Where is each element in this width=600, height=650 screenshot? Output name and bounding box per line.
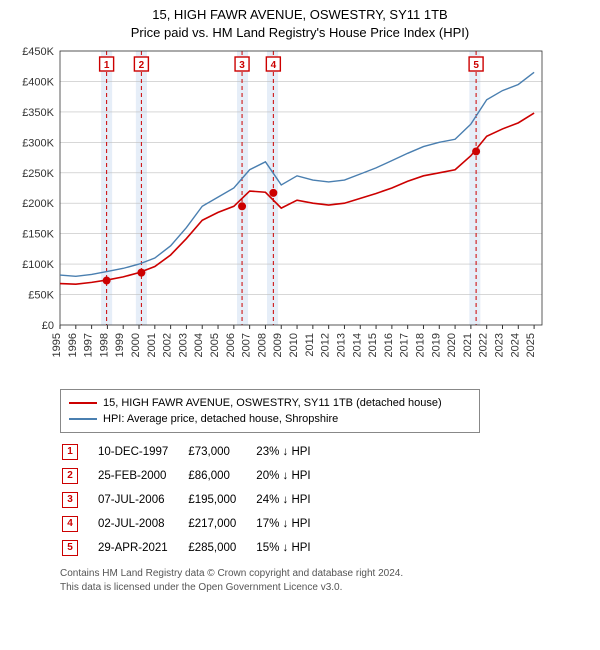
x-tick-label: 2013 xyxy=(335,333,347,357)
table-row: 2 25-FEB-2000£86,00020% ↓ HPI xyxy=(62,465,329,487)
sale-band xyxy=(469,51,480,325)
sale-dot xyxy=(269,189,277,197)
x-tick-label: 2016 xyxy=(383,333,395,357)
x-tick-label: 2018 xyxy=(414,333,426,357)
sale-dot xyxy=(472,148,480,156)
sale-date: 25-FEB-2000 xyxy=(98,465,186,487)
sale-marker-box: 1 xyxy=(62,444,78,460)
legend-label: HPI: Average price, detached house, Shro… xyxy=(103,413,338,425)
sale-date: 02-JUL-2008 xyxy=(98,513,186,535)
sale-marker-box: 2 xyxy=(62,468,78,484)
y-tick-label: £0 xyxy=(42,320,54,332)
title-block: 15, HIGH FAWR AVENUE, OSWESTRY, SY11 1TB… xyxy=(10,6,590,41)
table-row: 1 10-DEC-1997£73,00023% ↓ HPI xyxy=(62,441,329,463)
x-tick-label: 2000 xyxy=(130,333,142,357)
x-tick-label: 2001 xyxy=(146,333,158,357)
x-tick-label: 2025 xyxy=(525,333,537,357)
y-tick-label: £100K xyxy=(22,259,54,271)
sale-band xyxy=(267,51,278,325)
legend: 15, HIGH FAWR AVENUE, OSWESTRY, SY11 1TB… xyxy=(60,389,480,433)
y-tick-label: £250K xyxy=(22,168,54,180)
x-tick-label: 2010 xyxy=(288,333,300,357)
legend-label: 15, HIGH FAWR AVENUE, OSWESTRY, SY11 1TB… xyxy=(103,397,442,409)
x-tick-label: 2008 xyxy=(256,333,268,357)
sale-dot xyxy=(103,277,111,285)
x-tick-label: 2021 xyxy=(462,333,474,357)
sale-marker-box: 3 xyxy=(62,492,78,508)
sale-marker-box: 5 xyxy=(62,540,78,556)
x-tick-label: 2022 xyxy=(478,333,490,357)
x-tick-label: 2009 xyxy=(272,333,284,357)
sale-delta: 23% ↓ HPI xyxy=(256,441,328,463)
x-tick-label: 2019 xyxy=(430,333,442,357)
y-tick-label: £300K xyxy=(22,137,54,149)
sale-marker-num: 4 xyxy=(271,60,277,71)
y-tick-label: £400K xyxy=(22,77,54,89)
x-tick-label: 2012 xyxy=(320,333,332,357)
y-tick-label: £350K xyxy=(22,107,54,119)
x-tick-label: 2024 xyxy=(509,333,521,357)
y-tick-label: £450K xyxy=(22,47,54,58)
series-hpi xyxy=(60,72,534,276)
y-tick-label: £150K xyxy=(22,229,54,241)
x-tick-label: 2005 xyxy=(209,333,221,357)
x-tick-label: 1995 xyxy=(51,333,63,357)
title-line2: Price paid vs. HM Land Registry's House … xyxy=(10,24,590,42)
x-tick-label: 2015 xyxy=(367,333,379,357)
x-tick-label: 2006 xyxy=(225,333,237,357)
y-tick-label: £50K xyxy=(28,290,54,302)
x-tick-label: 1996 xyxy=(67,333,79,357)
sale-price: £217,000 xyxy=(188,513,254,535)
sale-price: £285,000 xyxy=(188,537,254,559)
chart-svg: £0 £50K £100K £150K £200K £250K £300K £350K £400… xyxy=(10,47,550,377)
sale-marker-num: 1 xyxy=(104,60,110,71)
sale-date: 29-APR-2021 xyxy=(98,537,186,559)
sale-price: £73,000 xyxy=(188,441,254,463)
legend-swatch xyxy=(69,402,97,404)
table-row: 3 07-JUL-2006£195,00024% ↓ HPI xyxy=(62,489,329,511)
sales-table: 1 10-DEC-1997£73,00023% ↓ HPI 2 25-FEB-2000… xyxy=(60,439,331,561)
x-tick-label: 1997 xyxy=(83,333,95,357)
table-row: 4 02-JUL-2008£217,00017% ↓ HPI xyxy=(62,513,329,535)
sale-delta: 24% ↓ HPI xyxy=(256,489,328,511)
legend-swatch xyxy=(69,418,97,420)
sale-price: £86,000 xyxy=(188,465,254,487)
x-tick-label: 2017 xyxy=(399,333,411,357)
chart-container: 15, HIGH FAWR AVENUE, OSWESTRY, SY11 1TB… xyxy=(0,0,600,598)
series-price_paid xyxy=(60,113,534,284)
x-tick-label: 2002 xyxy=(162,333,174,357)
y-tick-label: £200K xyxy=(22,198,54,210)
x-tick-label: 2020 xyxy=(446,333,458,357)
sale-delta: 17% ↓ HPI xyxy=(256,513,328,535)
x-tick-label: 2011 xyxy=(304,333,316,357)
x-tick-label: 1999 xyxy=(114,333,126,357)
x-tick-label: 2023 xyxy=(493,333,505,357)
sale-marker-box: 4 xyxy=(62,516,78,532)
sale-marker-num: 5 xyxy=(473,60,479,71)
legend-row: 15, HIGH FAWR AVENUE, OSWESTRY, SY11 1TB… xyxy=(69,395,471,411)
sale-delta: 15% ↓ HPI xyxy=(256,537,328,559)
sale-marker-num: 3 xyxy=(239,60,245,71)
footer-line2: This data is licensed under the Open Gov… xyxy=(60,581,590,595)
sale-price: £195,000 xyxy=(188,489,254,511)
sale-dot xyxy=(137,269,145,277)
x-tick-label: 2007 xyxy=(241,333,253,357)
sale-delta: 20% ↓ HPI xyxy=(256,465,328,487)
legend-row: HPI: Average price, detached house, Shro… xyxy=(69,411,471,427)
x-tick-label: 2014 xyxy=(351,333,363,357)
sale-date: 07-JUL-2006 xyxy=(98,489,186,511)
sale-dot xyxy=(238,202,246,210)
sale-date: 10-DEC-1997 xyxy=(98,441,186,463)
footer-line1: Contains HM Land Registry data © Crown c… xyxy=(60,567,590,581)
x-tick-label: 1998 xyxy=(98,333,110,357)
chart: £0 £50K £100K £150K £200K £250K £300K £350K £400… xyxy=(10,47,590,377)
sale-marker-num: 2 xyxy=(139,60,145,71)
footer: Contains HM Land Registry data © Crown c… xyxy=(60,567,590,594)
x-tick-label: 2003 xyxy=(177,333,189,357)
table-row: 5 29-APR-2021£285,00015% ↓ HPI xyxy=(62,537,329,559)
title-line1: 15, HIGH FAWR AVENUE, OSWESTRY, SY11 1TB xyxy=(10,6,590,24)
x-tick-label: 2004 xyxy=(193,333,205,357)
